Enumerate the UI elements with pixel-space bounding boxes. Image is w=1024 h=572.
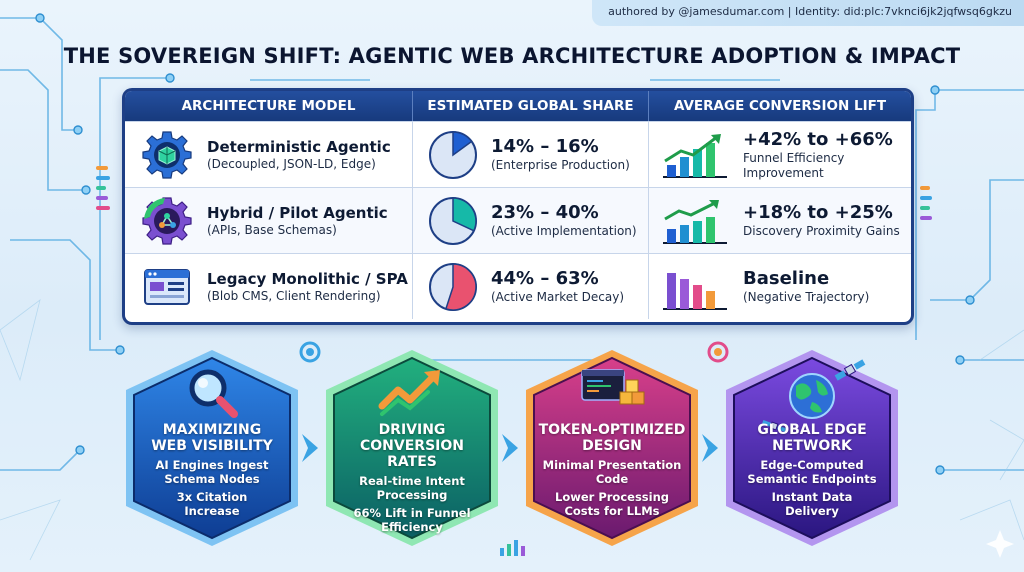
pillars-row: MAXIMIZING WEB VISIBILITY AI Engines Ing… [0, 338, 1024, 568]
pillar-detail: Semantic Endpoints [747, 472, 877, 486]
pillar-detail: 3x Citation [176, 490, 248, 504]
model-detail: (Decoupled, JSON-LD, Edge) [207, 156, 376, 171]
pillar-detail: Increase [184, 504, 240, 518]
pillar-title-2: NETWORK [772, 438, 852, 454]
lift-detail: Funnel Efficiency [743, 150, 845, 165]
gear-network-icon [142, 196, 192, 245]
pillar-detail: Efficiency [381, 520, 443, 534]
pillar-title-2: WEB VISIBILITY [151, 438, 273, 454]
declining-chart-icon [663, 272, 727, 310]
pillar-detail: 66% Lift in Funnel [353, 506, 471, 520]
model-detail: (Blob CMS, Client Rendering) [207, 288, 381, 303]
share-pie [429, 196, 477, 245]
share-cell: 44% – 63% (Active Market Decay) [413, 254, 649, 319]
lift-cell: +42% to +66% Funnel Efficiency Improveme… [649, 122, 911, 187]
column-header-lift: AVERAGE CONVERSION LIFT [673, 98, 887, 114]
chevron-right-icon [302, 434, 718, 462]
model-cell: Legacy Monolithic / SPA (Blob CMS, Clien… [125, 254, 413, 319]
pillar-conversion: DRIVING CONVERSION RATES Real-time Inten… [338, 422, 486, 534]
globe-satellite-icon [762, 359, 866, 432]
author-credit: authored by @jamesdumar.com | Identity: … [592, 0, 1024, 26]
code-blocks-icon [581, 369, 645, 405]
column-header-share: ESTIMATED GLOBAL SHARE [413, 91, 649, 121]
model-name: Deterministic Agentic [207, 137, 391, 156]
pillar-detail: Schema Nodes [164, 472, 260, 486]
model-cell: Deterministic Agentic (Decoupled, JSON-L… [125, 122, 413, 187]
pillar-detail: Processing [376, 488, 448, 502]
lift-cell: Baseline (Negative Trajectory) [649, 254, 911, 319]
trend-arrow-icon [378, 370, 440, 416]
magnifier-icon [189, 369, 238, 418]
pillar-title: MAXIMIZING [162, 422, 262, 438]
share-detail: (Active Market Decay) [491, 290, 625, 304]
table-row: Legacy Monolithic / SPA (Blob CMS, Clien… [125, 253, 911, 319]
lift-value: +42% to +66% [743, 128, 893, 150]
model-detail: (APIs, Base Schemas) [207, 222, 337, 237]
share-value: 44% – 63% [491, 268, 599, 289]
share-detail: (Active Implementation) [491, 224, 637, 238]
lift-detail: Discovery Proximity Gains [743, 224, 900, 238]
pillar-detail: Edge-Computed [760, 458, 864, 472]
share-cell: 14% – 16% (Enterprise Production) [413, 122, 649, 187]
pie-slice [452, 196, 477, 232]
pillar-visibility: MAXIMIZING WEB VISIBILITY AI Engines Ing… [138, 422, 286, 518]
share-value: 14% – 16% [491, 136, 599, 157]
architecture-table: ARCHITECTURE MODEL ESTIMATED GLOBAL SHAR… [122, 88, 914, 325]
pillar-detail: Instant Data [771, 490, 853, 504]
pillar-token: TOKEN-OPTIMIZED DESIGN Minimal Presentat… [538, 422, 686, 518]
pillar-detail: Minimal Presentation [542, 458, 682, 472]
lift-cell: +18% to +25% Discovery Proximity Gains [649, 188, 911, 253]
pillar-detail: Real-time Intent [359, 474, 465, 488]
pillar-detail: Delivery [785, 504, 839, 518]
pillar-title: DRIVING [378, 422, 446, 438]
lift-detail: (Negative Trajectory) [743, 290, 870, 304]
pillar-title: TOKEN-OPTIMIZED [538, 422, 686, 438]
lift-value: +18% to +25% [743, 202, 893, 223]
pillar-detail: Lower Processing [555, 490, 669, 504]
growth-chart-icon [663, 199, 727, 244]
pillar-detail: AI Engines Ingest [155, 458, 269, 472]
column-header-model: ARCHITECTURE MODEL [125, 91, 413, 121]
pillar-detail: Code [595, 472, 629, 486]
model-name: Legacy Monolithic / SPA [207, 269, 408, 288]
share-pie [429, 262, 477, 311]
pillar-hex-conversion [326, 350, 498, 546]
table-row: Hybrid / Pilot Agentic (APIs, Base Schem… [125, 187, 911, 253]
pillar-hex-visibility [126, 350, 298, 546]
share-pie [429, 130, 477, 179]
growth-chart-icon [663, 133, 727, 178]
lift-detail-2: Improvement [743, 165, 824, 180]
pillar-title-2: CONVERSION RATES [360, 438, 464, 470]
lift-value: Baseline [743, 268, 830, 289]
pillar-title-2: DESIGN [582, 438, 642, 454]
pillar-detail: Costs for LLMs [564, 504, 660, 518]
pillar-hex-token [526, 350, 698, 546]
pillar-shapes [126, 350, 898, 546]
pie-slice [444, 262, 477, 311]
pillar-hex-edge [726, 350, 898, 546]
share-cell: 23% – 40% (Active Implementation) [413, 188, 649, 253]
pillar-edge: GLOBAL EDGE NETWORK Edge-Computed Semant… [738, 422, 886, 518]
pie-slice [452, 130, 473, 156]
browser-window-icon [144, 268, 190, 305]
model-name: Hybrid / Pilot Agentic [207, 203, 388, 222]
gear-cube-icon [142, 130, 192, 179]
share-value: 23% – 40% [491, 202, 599, 223]
table-header: ARCHITECTURE MODEL ESTIMATED GLOBAL SHAR… [125, 91, 911, 121]
table-row: Deterministic Agentic (Decoupled, JSON-L… [125, 121, 911, 187]
page-title: THE SOVEREIGN SHIFT: AGENTIC WEB ARCHITE… [63, 44, 961, 68]
pillar-title: GLOBAL EDGE [757, 422, 867, 438]
model-cell: Hybrid / Pilot Agentic (APIs, Base Schem… [125, 188, 413, 253]
share-detail: (Enterprise Production) [491, 158, 630, 172]
